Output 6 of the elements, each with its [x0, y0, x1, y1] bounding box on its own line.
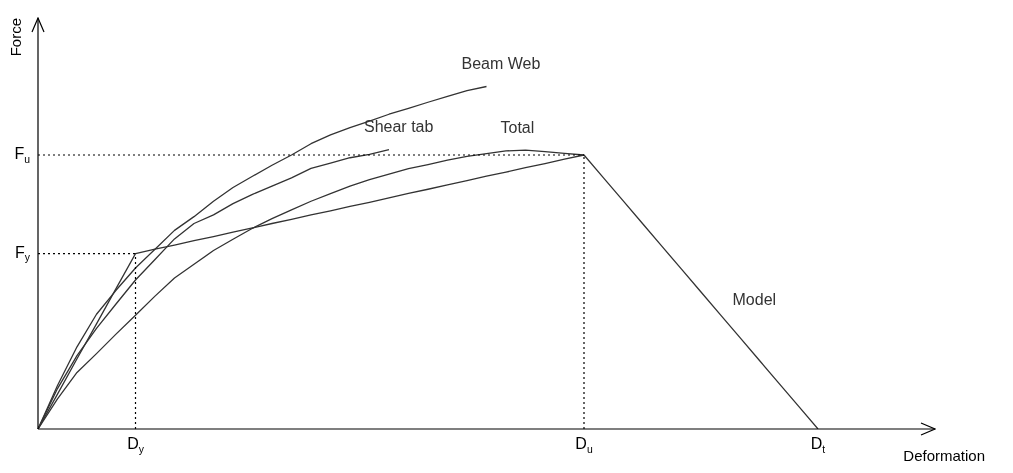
- x-axis-title: Deformation: [903, 446, 985, 464]
- series-label: Model: [732, 291, 777, 309]
- series-label: Total: [500, 118, 535, 136]
- y-axis-title: Force: [6, 18, 24, 57]
- series-label: Shear tab: [364, 117, 434, 135]
- series-label: Beam Web: [461, 54, 541, 72]
